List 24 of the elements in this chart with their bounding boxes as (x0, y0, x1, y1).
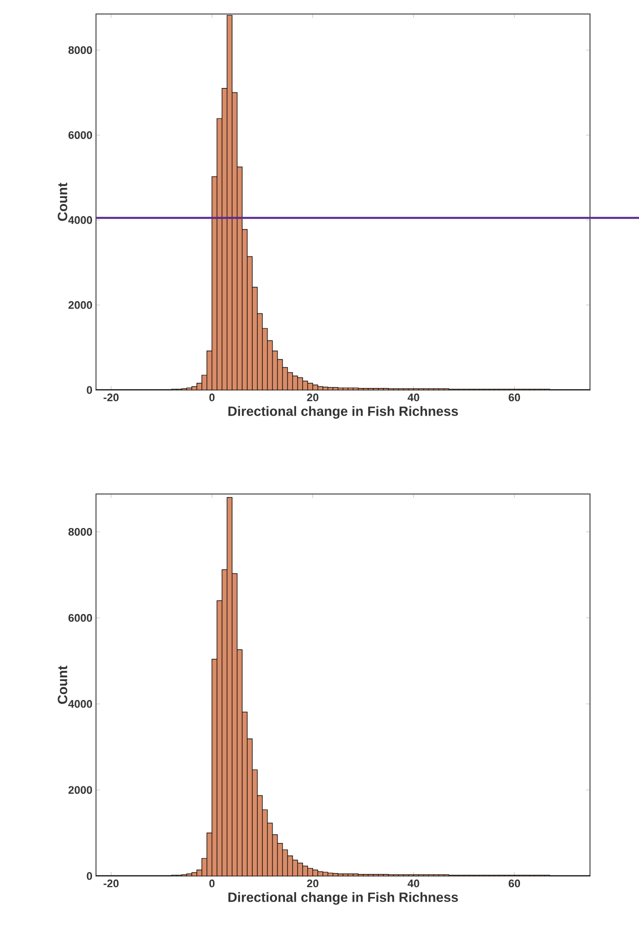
x-tick-label: 0 (209, 394, 215, 402)
y-tick-label: 6000 (68, 614, 92, 622)
x-tick-label: 40 (408, 880, 420, 888)
x-tick-label: 20 (307, 394, 318, 402)
x-axis-title: Directional change in Fish Richness (228, 892, 458, 905)
x-tick-label: -20 (104, 394, 119, 402)
x-tick-label: 60 (508, 880, 520, 888)
y-tick-label: 2000 (68, 786, 92, 794)
y-axis-title: Count (58, 182, 68, 221)
x-tick-label: -20 (104, 880, 119, 888)
x-tick-label: 60 (508, 394, 520, 402)
y-tick-label: 8000 (68, 528, 92, 536)
x-axis-title: Directional change in Fish Richness (228, 406, 458, 419)
y-tick-label: 0 (86, 872, 92, 880)
y-tick-label: 0 (86, 386, 92, 394)
y-tick-label: 6000 (68, 131, 92, 139)
y-tick-label: 2000 (68, 301, 92, 309)
y-tick-label: 4000 (68, 216, 92, 224)
y-axis-title: Count (58, 666, 68, 704)
x-tick-label: 40 (408, 394, 420, 402)
y-tick-label: 4000 (68, 700, 92, 708)
x-tick-label: 0 (209, 880, 215, 888)
y-tick-label: 8000 (68, 46, 92, 54)
x-tick-label: 20 (307, 880, 318, 888)
